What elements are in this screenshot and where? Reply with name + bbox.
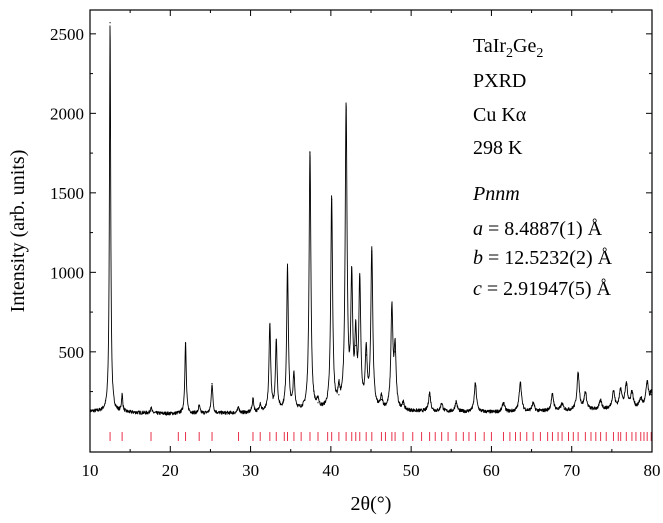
- x-tick-label: 10: [82, 461, 99, 480]
- peak-point: [620, 389, 622, 391]
- y-tick-label: 2000: [50, 104, 84, 123]
- peak-point: [338, 394, 340, 396]
- y-tick-label: 500: [59, 343, 85, 362]
- peak-point: [519, 381, 521, 383]
- annotation-block: TaIr2Ge2 PXRD Cu Kα 298 K Pnnm a = 8.488…: [472, 35, 613, 300]
- peak-point: [394, 351, 396, 353]
- lattice-b: b = 12.5232(2) Å: [473, 247, 613, 269]
- peak-point: [286, 267, 289, 269]
- axis-ticks: 10 20 30 40 50 60 70 80 500 1000 1500 2000 2500: [50, 10, 661, 480]
- peak-point: [317, 402, 319, 404]
- x-tick-label: 70: [563, 461, 580, 480]
- method-label: PXRD: [473, 70, 526, 92]
- peak-point: [380, 398, 383, 401]
- peak-point: [551, 394, 554, 396]
- peak-point: [365, 354, 367, 356]
- y-tick-label: 2500: [50, 25, 84, 44]
- peak-point: [259, 403, 261, 405]
- peak-point: [121, 394, 123, 397]
- peak-point: [561, 403, 563, 405]
- pattern-line: [89, 25, 653, 416]
- y-tick-label: 1000: [50, 263, 84, 282]
- peak-point: [455, 401, 457, 403]
- peak-point: [252, 398, 254, 401]
- peak-point: [269, 324, 271, 326]
- diffraction-pattern: [89, 22, 653, 416]
- peak-point: [612, 390, 615, 393]
- peak-point: [402, 403, 404, 405]
- reflection-markers: [109, 432, 652, 441]
- space-group-label: Pnnm: [472, 183, 520, 205]
- peak-point: [355, 344, 357, 347]
- peak-point: [371, 251, 373, 253]
- peak-point: [391, 309, 393, 312]
- peak-point: [577, 373, 579, 375]
- peak-point: [331, 198, 333, 200]
- peak-point: [275, 341, 277, 343]
- peak-point: [584, 392, 586, 394]
- peak-point: [109, 22, 111, 24]
- peak-point: [150, 406, 152, 409]
- x-tick-label: 60: [483, 461, 500, 480]
- peak-point: [441, 402, 443, 405]
- peak-point: [631, 392, 633, 394]
- peak-point: [293, 376, 295, 378]
- peak-point: [198, 405, 200, 407]
- x-tick-label: 40: [322, 461, 339, 480]
- peak-point: [474, 383, 476, 385]
- radiation-label: Cu Kα: [473, 104, 527, 126]
- x-axis-title: 2θ(°): [351, 493, 392, 515]
- peak-point: [600, 400, 602, 402]
- peak-point: [429, 392, 431, 394]
- x-tick-label: 50: [403, 461, 420, 480]
- peak-point: [345, 109, 347, 111]
- x-tick-label: 80: [644, 461, 661, 480]
- peak-point: [237, 406, 240, 409]
- peak-point: [211, 383, 213, 385]
- peak-point: [646, 383, 648, 385]
- peak-point: [359, 285, 361, 287]
- y-tick-label: 1500: [50, 184, 84, 203]
- peak-point: [184, 342, 187, 344]
- peak-point: [625, 384, 627, 386]
- lattice-a: a = 8.4887(1) Å: [473, 218, 603, 240]
- y-axis-title: Intensity (arb. units): [7, 150, 29, 313]
- peak-point: [351, 284, 353, 286]
- x-tick-label: 30: [242, 461, 259, 480]
- compound-formula: TaIr2Ge2: [473, 35, 543, 61]
- peak-point: [502, 402, 505, 404]
- temperature-label: 298 K: [473, 137, 523, 159]
- peak-point: [640, 398, 642, 401]
- lattice-c: c = 2.91947(5) Å: [473, 278, 611, 300]
- peak-point: [309, 151, 311, 153]
- x-tick-label: 20: [162, 461, 179, 480]
- peak-point: [532, 402, 534, 405]
